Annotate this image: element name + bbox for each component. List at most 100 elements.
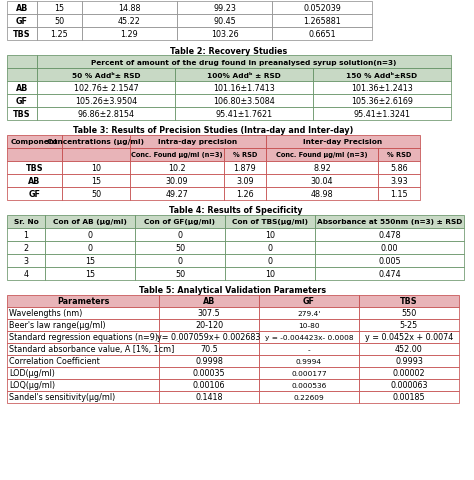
Text: % RSD: % RSD [387, 152, 411, 158]
Bar [62, 162, 130, 175]
Bar [225, 228, 315, 241]
Bar [135, 267, 225, 280]
Bar [259, 295, 359, 307]
Bar [313, 69, 451, 82]
Text: 0.000063: 0.000063 [390, 381, 428, 390]
Bar [359, 367, 459, 379]
Text: 102.76± 2.1547: 102.76± 2.1547 [73, 84, 138, 93]
Bar [159, 307, 259, 319]
Text: 50 % Addᵇ± RSD: 50 % Addᵇ± RSD [72, 72, 140, 78]
Bar [135, 241, 225, 254]
Bar [45, 228, 135, 241]
Bar [378, 188, 420, 201]
Bar [378, 175, 420, 188]
Bar [359, 331, 459, 343]
Bar [7, 175, 62, 188]
Text: 105.36±2.6169: 105.36±2.6169 [351, 97, 413, 106]
Bar [135, 254, 225, 267]
Text: 95.41±1.3241: 95.41±1.3241 [354, 110, 410, 119]
Bar [7, 295, 159, 307]
Bar [7, 108, 37, 121]
Bar [313, 82, 451, 95]
Bar [62, 175, 130, 188]
Bar [7, 69, 37, 82]
Text: 0.052039: 0.052039 [303, 4, 341, 13]
Text: Table 3: Results of Precision Studies (Intra-day and Inter-day): Table 3: Results of Precision Studies (I… [73, 126, 354, 135]
Text: y= 0.007059x+ 0.002683: y= 0.007059x+ 0.002683 [157, 333, 261, 342]
Text: Con of TBS(µg/ml): Con of TBS(µg/ml) [232, 219, 308, 225]
Bar [7, 343, 159, 355]
Text: 0: 0 [177, 230, 182, 240]
Bar [175, 95, 313, 108]
Text: AB: AB [203, 297, 215, 306]
Text: 0.00185: 0.00185 [392, 393, 425, 402]
Bar [378, 149, 420, 162]
Text: 10: 10 [91, 164, 101, 173]
Text: Beer's law range(µg/ml): Beer's law range(µg/ml) [9, 321, 106, 330]
Bar [359, 295, 459, 307]
Text: TBS: TBS [13, 30, 31, 39]
Text: 279.4': 279.4' [297, 311, 321, 316]
Text: 4: 4 [24, 269, 28, 278]
Text: Intra-day precision: Intra-day precision [158, 139, 237, 145]
Bar [62, 136, 130, 149]
Bar [7, 136, 62, 149]
Text: Inter-day Precision: Inter-day Precision [303, 139, 383, 145]
Bar [313, 108, 451, 121]
Text: Absorbance at 550nm (n=3) ± RSD: Absorbance at 550nm (n=3) ± RSD [317, 219, 462, 225]
Text: 15: 15 [85, 256, 95, 265]
Text: 20-120: 20-120 [195, 321, 223, 330]
Text: % RSD: % RSD [233, 152, 257, 158]
Bar [45, 241, 135, 254]
Bar [135, 228, 225, 241]
Text: 0.000536: 0.000536 [292, 382, 327, 388]
Text: 99.23: 99.23 [213, 4, 236, 13]
Bar [259, 331, 359, 343]
Text: AB: AB [16, 84, 28, 93]
Bar [225, 241, 315, 254]
Bar [159, 331, 259, 343]
Text: 103.26: 103.26 [210, 30, 238, 39]
Bar [7, 149, 62, 162]
Text: GF: GF [16, 17, 28, 26]
Bar [159, 343, 259, 355]
Bar [259, 379, 359, 391]
Bar [7, 355, 159, 367]
Bar [7, 28, 37, 41]
Text: LOQ(µg/ml): LOQ(µg/ml) [9, 381, 55, 390]
Bar [224, 162, 266, 175]
Text: AB: AB [16, 4, 28, 13]
Text: 3.09: 3.09 [236, 177, 254, 186]
Bar [135, 216, 225, 228]
Text: Table 4: Results of Specificity: Table 4: Results of Specificity [169, 206, 302, 215]
Text: 452.00: 452.00 [395, 345, 423, 354]
Text: 307.5: 307.5 [198, 309, 220, 318]
Bar [7, 307, 159, 319]
Text: 50: 50 [55, 17, 64, 26]
Bar [159, 319, 259, 331]
Bar [225, 254, 315, 267]
Bar [7, 367, 159, 379]
Text: 0.00: 0.00 [381, 243, 398, 252]
Bar [224, 175, 266, 188]
Bar [7, 241, 45, 254]
Text: 100% Addᵇ ± RSD: 100% Addᵇ ± RSD [207, 72, 281, 78]
Bar [37, 95, 175, 108]
Bar [259, 367, 359, 379]
Text: Concentrations (µg/ml): Concentrations (µg/ml) [47, 139, 145, 145]
Bar [359, 343, 459, 355]
Text: Con of GF(µg/ml): Con of GF(µg/ml) [145, 219, 216, 225]
Bar [224, 149, 266, 162]
Bar [175, 108, 313, 121]
Bar [7, 267, 45, 280]
Bar [259, 319, 359, 331]
Text: Con of AB (µg/ml): Con of AB (µg/ml) [53, 219, 127, 225]
Bar [159, 379, 259, 391]
Text: 0.00035: 0.00035 [193, 369, 225, 378]
Bar [130, 136, 266, 149]
Bar [259, 343, 359, 355]
Text: 0.6651: 0.6651 [308, 30, 336, 39]
Text: 0.00002: 0.00002 [392, 369, 425, 378]
Bar [159, 367, 259, 379]
Bar [45, 216, 135, 228]
